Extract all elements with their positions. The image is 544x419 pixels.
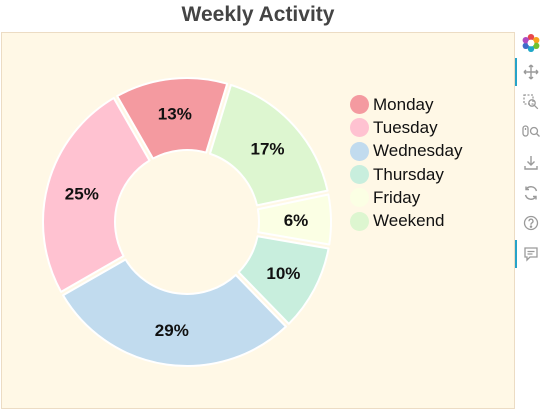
donut-slice-thursday[interactable] xyxy=(237,235,330,325)
legend-label: Wednesday xyxy=(373,141,463,161)
slice-label-thursday: 10% xyxy=(266,264,300,283)
legend-label: Thursday xyxy=(373,164,444,184)
legend-label: Monday xyxy=(373,94,434,114)
slice-label-wednesday: 29% xyxy=(155,321,189,340)
donut-slice-monday[interactable] xyxy=(116,77,229,160)
donut-slices xyxy=(42,77,332,367)
legend-item-friday: Friday xyxy=(350,186,462,209)
legend-swatch xyxy=(350,188,369,208)
box-zoom-icon[interactable] xyxy=(518,89,544,115)
legend-item-tuesday: Tuesday xyxy=(350,116,462,139)
legend: Monday Tuesday Wednesday Thursday Friday Week… xyxy=(350,93,462,233)
pan-active-indicator xyxy=(515,58,517,86)
toolbar xyxy=(515,30,544,310)
save-icon[interactable] xyxy=(518,150,544,176)
legend-swatch xyxy=(350,141,369,161)
bokeh-logo-icon[interactable] xyxy=(518,30,544,56)
slice-label-monday: 13% xyxy=(158,105,192,124)
donut-slice-weekend[interactable] xyxy=(208,83,329,207)
slice-label-friday: 6% xyxy=(284,211,309,230)
wheel-zoom-icon[interactable] xyxy=(518,119,544,145)
slice-labels: 13% 25% 29% 10% 6% 17% xyxy=(65,105,309,340)
reset-icon[interactable] xyxy=(518,180,544,206)
legend-label: Friday xyxy=(373,187,421,207)
hover-icon[interactable] xyxy=(518,241,544,267)
legend-item-weekend: Weekend xyxy=(350,209,462,232)
legend-item-wednesday: Wednesday xyxy=(350,140,462,163)
legend-swatch xyxy=(350,95,369,115)
donut-slice-wednesday[interactable] xyxy=(62,258,287,367)
legend-swatch xyxy=(350,118,369,138)
pan-icon[interactable] xyxy=(518,59,544,85)
donut-slice-friday[interactable] xyxy=(256,193,332,246)
legend-label: Tuesday xyxy=(373,117,438,137)
legend-item-monday: Monday xyxy=(350,93,462,116)
slice-label-weekend: 17% xyxy=(250,140,284,159)
legend-swatch xyxy=(350,211,369,231)
help-icon[interactable] xyxy=(518,210,544,236)
legend-label: Weekend xyxy=(373,211,445,231)
legend-item-thursday: Thursday xyxy=(350,163,462,186)
donut-slice-tuesday[interactable] xyxy=(42,97,151,293)
slice-label-tuesday: 25% xyxy=(65,184,99,203)
hover-active-indicator xyxy=(515,240,517,268)
chart-title: Weekly Activity xyxy=(181,3,335,26)
legend-swatch xyxy=(350,165,369,185)
